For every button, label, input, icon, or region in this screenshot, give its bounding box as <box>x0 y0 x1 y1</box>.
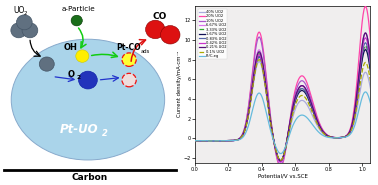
Text: 2: 2 <box>76 75 80 80</box>
Text: a-Particle: a-Particle <box>62 6 96 12</box>
Circle shape <box>17 15 32 30</box>
Y-axis label: Current density/mA·cm⁻²: Current density/mA·cm⁻² <box>177 51 182 117</box>
Text: ads: ads <box>140 49 150 54</box>
Circle shape <box>122 53 136 66</box>
Ellipse shape <box>11 39 165 160</box>
Circle shape <box>146 20 165 39</box>
Text: O: O <box>68 70 74 79</box>
Circle shape <box>79 71 97 89</box>
Text: Carbon: Carbon <box>72 173 108 182</box>
Text: 2: 2 <box>23 11 27 16</box>
X-axis label: Potential/V vs.SCE: Potential/V vs.SCE <box>258 173 307 178</box>
Circle shape <box>76 50 89 62</box>
Text: UO: UO <box>13 6 25 15</box>
Circle shape <box>11 23 26 38</box>
Text: Pt-CO: Pt-CO <box>116 43 141 52</box>
Text: 2: 2 <box>101 129 107 138</box>
Text: Pt-UO: Pt-UO <box>59 123 98 136</box>
Text: OH: OH <box>63 43 77 52</box>
Circle shape <box>39 57 54 71</box>
Circle shape <box>161 26 180 44</box>
Circle shape <box>22 23 38 38</box>
Legend: 40% UO2, 20% UO2, 10% UO2, 6.67% UO2, 3.33% UO2, 1.67% UO2, 0.83% UO2, 0.42% UO2: 40% UO2, 20% UO2, 10% UO2, 6.67% UO2, 3.… <box>198 9 228 59</box>
Text: CO: CO <box>153 12 167 21</box>
Circle shape <box>71 15 82 26</box>
Circle shape <box>122 73 136 87</box>
